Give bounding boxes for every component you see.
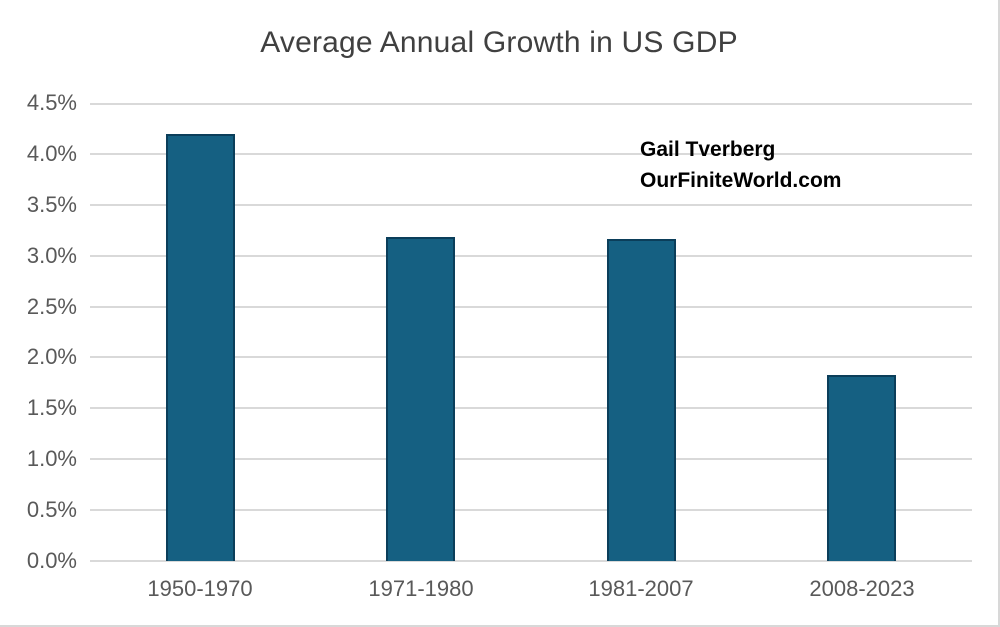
- gridline-4.0%: [90, 153, 972, 155]
- gridline-4.5%: [90, 103, 972, 105]
- y-tick-label: 2.0%: [26, 344, 77, 369]
- gridline-0.5%: [90, 509, 972, 511]
- y-tick-label: 4.5%: [26, 90, 77, 115]
- y-tick-label: 1.0%: [26, 446, 77, 471]
- gridline-2.0%: [90, 356, 972, 358]
- bar-2008-2023: [827, 375, 896, 561]
- bar-1971-1980: [386, 237, 455, 561]
- y-tick-label: 3.5%: [26, 192, 77, 217]
- gridline-3.5%: [90, 204, 972, 206]
- y-tick-label: 2.5%: [26, 294, 77, 319]
- y-tick-label: 4.0%: [26, 141, 77, 166]
- x-tick-label: 1981-2007: [588, 576, 694, 601]
- gridline-2.5%: [90, 306, 972, 308]
- gridline-0.0%: [90, 560, 972, 562]
- x-axis: 1950-1970 1971-1980 1981-2007 2008-2023: [90, 576, 972, 610]
- chart-annotation: Gail Tverberg OurFiniteWorld.com: [640, 134, 841, 196]
- plot-area: [90, 103, 972, 562]
- bar-1981-2007: [607, 239, 676, 561]
- gridline-1.5%: [90, 407, 972, 409]
- annotation-website: OurFiniteWorld.com: [640, 169, 842, 192]
- x-tick-label: 2008-2023: [809, 576, 915, 601]
- y-axis: 0.0% 0.5% 1.0% 1.5% 2.0% 2.5% 3.0% 3.5% 4.0% 4.5%: [0, 90, 77, 573]
- y-tick-label: 0.0%: [26, 548, 77, 573]
- x-tick-label: 1971-1980: [368, 576, 474, 601]
- bar-1950-1970: [166, 134, 235, 561]
- y-tick-label: 1.5%: [26, 395, 77, 420]
- y-tick-label: 3.0%: [26, 243, 77, 268]
- chart-title: Average Annual Growth in US GDP: [260, 26, 738, 59]
- gridline-1.0%: [90, 458, 972, 460]
- gridline-3.0%: [90, 255, 972, 257]
- annotation-author: Gail Tverberg: [640, 138, 776, 161]
- x-tick-label: 1950-1970: [147, 576, 253, 601]
- y-tick-label: 0.5%: [26, 497, 77, 522]
